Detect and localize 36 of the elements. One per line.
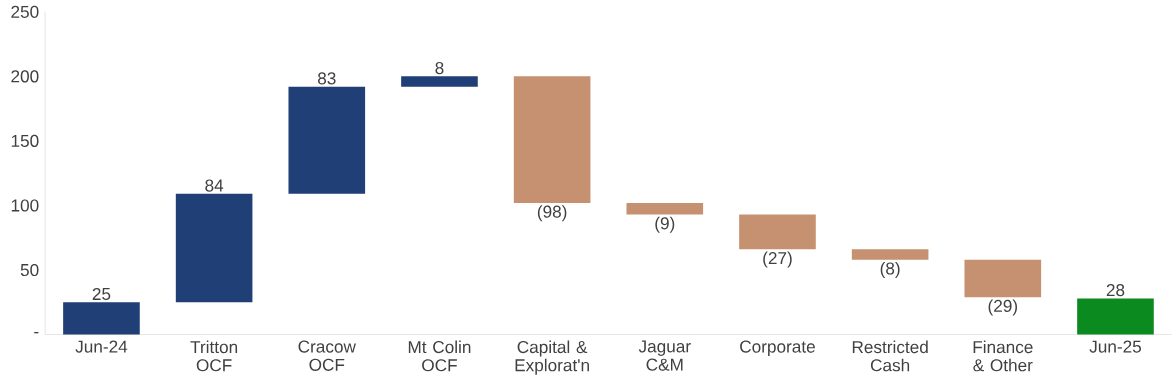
data-label: (9) — [655, 216, 675, 233]
bar — [401, 76, 478, 87]
data-label: 25 — [92, 287, 111, 300]
data-label: (27) — [763, 251, 792, 268]
y-tick-label: 50 — [20, 263, 39, 276]
x-tick-label: Finance & Other — [973, 340, 1033, 372]
y-tick-label: 100 — [11, 199, 39, 212]
y-tick-label: 150 — [11, 134, 39, 147]
bar — [626, 202, 704, 215]
x-tick-label: Tritton OCF — [190, 340, 238, 372]
bar — [513, 76, 591, 203]
data-label: (29) — [988, 299, 1018, 316]
y-tick-label: - — [34, 331, 39, 334]
y-tick-label: 200 — [11, 70, 39, 83]
data-label: (8) — [880, 261, 900, 278]
bar — [964, 259, 1042, 297]
bar — [851, 249, 929, 260]
y-tick-label: 250 — [11, 5, 39, 18]
x-tick-label: Jaguar C&M — [638, 340, 691, 371]
x-tick-label: Corporate — [740, 340, 815, 356]
x-tick-label: Jun-24 — [75, 340, 128, 353]
data-label: 28 — [1106, 283, 1125, 296]
bar — [739, 214, 816, 250]
bar — [63, 302, 140, 335]
data-label: 8 — [435, 61, 444, 74]
data-label: (98) — [537, 204, 567, 221]
x-tick-label: Capital & Explorat'n — [515, 340, 589, 375]
data-label: 83 — [317, 72, 336, 85]
x-tick-label: Jun-25 — [1089, 340, 1142, 353]
data-label: 84 — [205, 179, 224, 192]
bar — [288, 86, 366, 194]
bar — [175, 193, 253, 303]
x-tick-label: Cracow OCF — [298, 340, 356, 371]
bar — [1077, 298, 1154, 335]
x-tick-label: Mt Colin OCF — [408, 340, 471, 372]
x-tick-label: Restricted Cash — [852, 340, 928, 372]
